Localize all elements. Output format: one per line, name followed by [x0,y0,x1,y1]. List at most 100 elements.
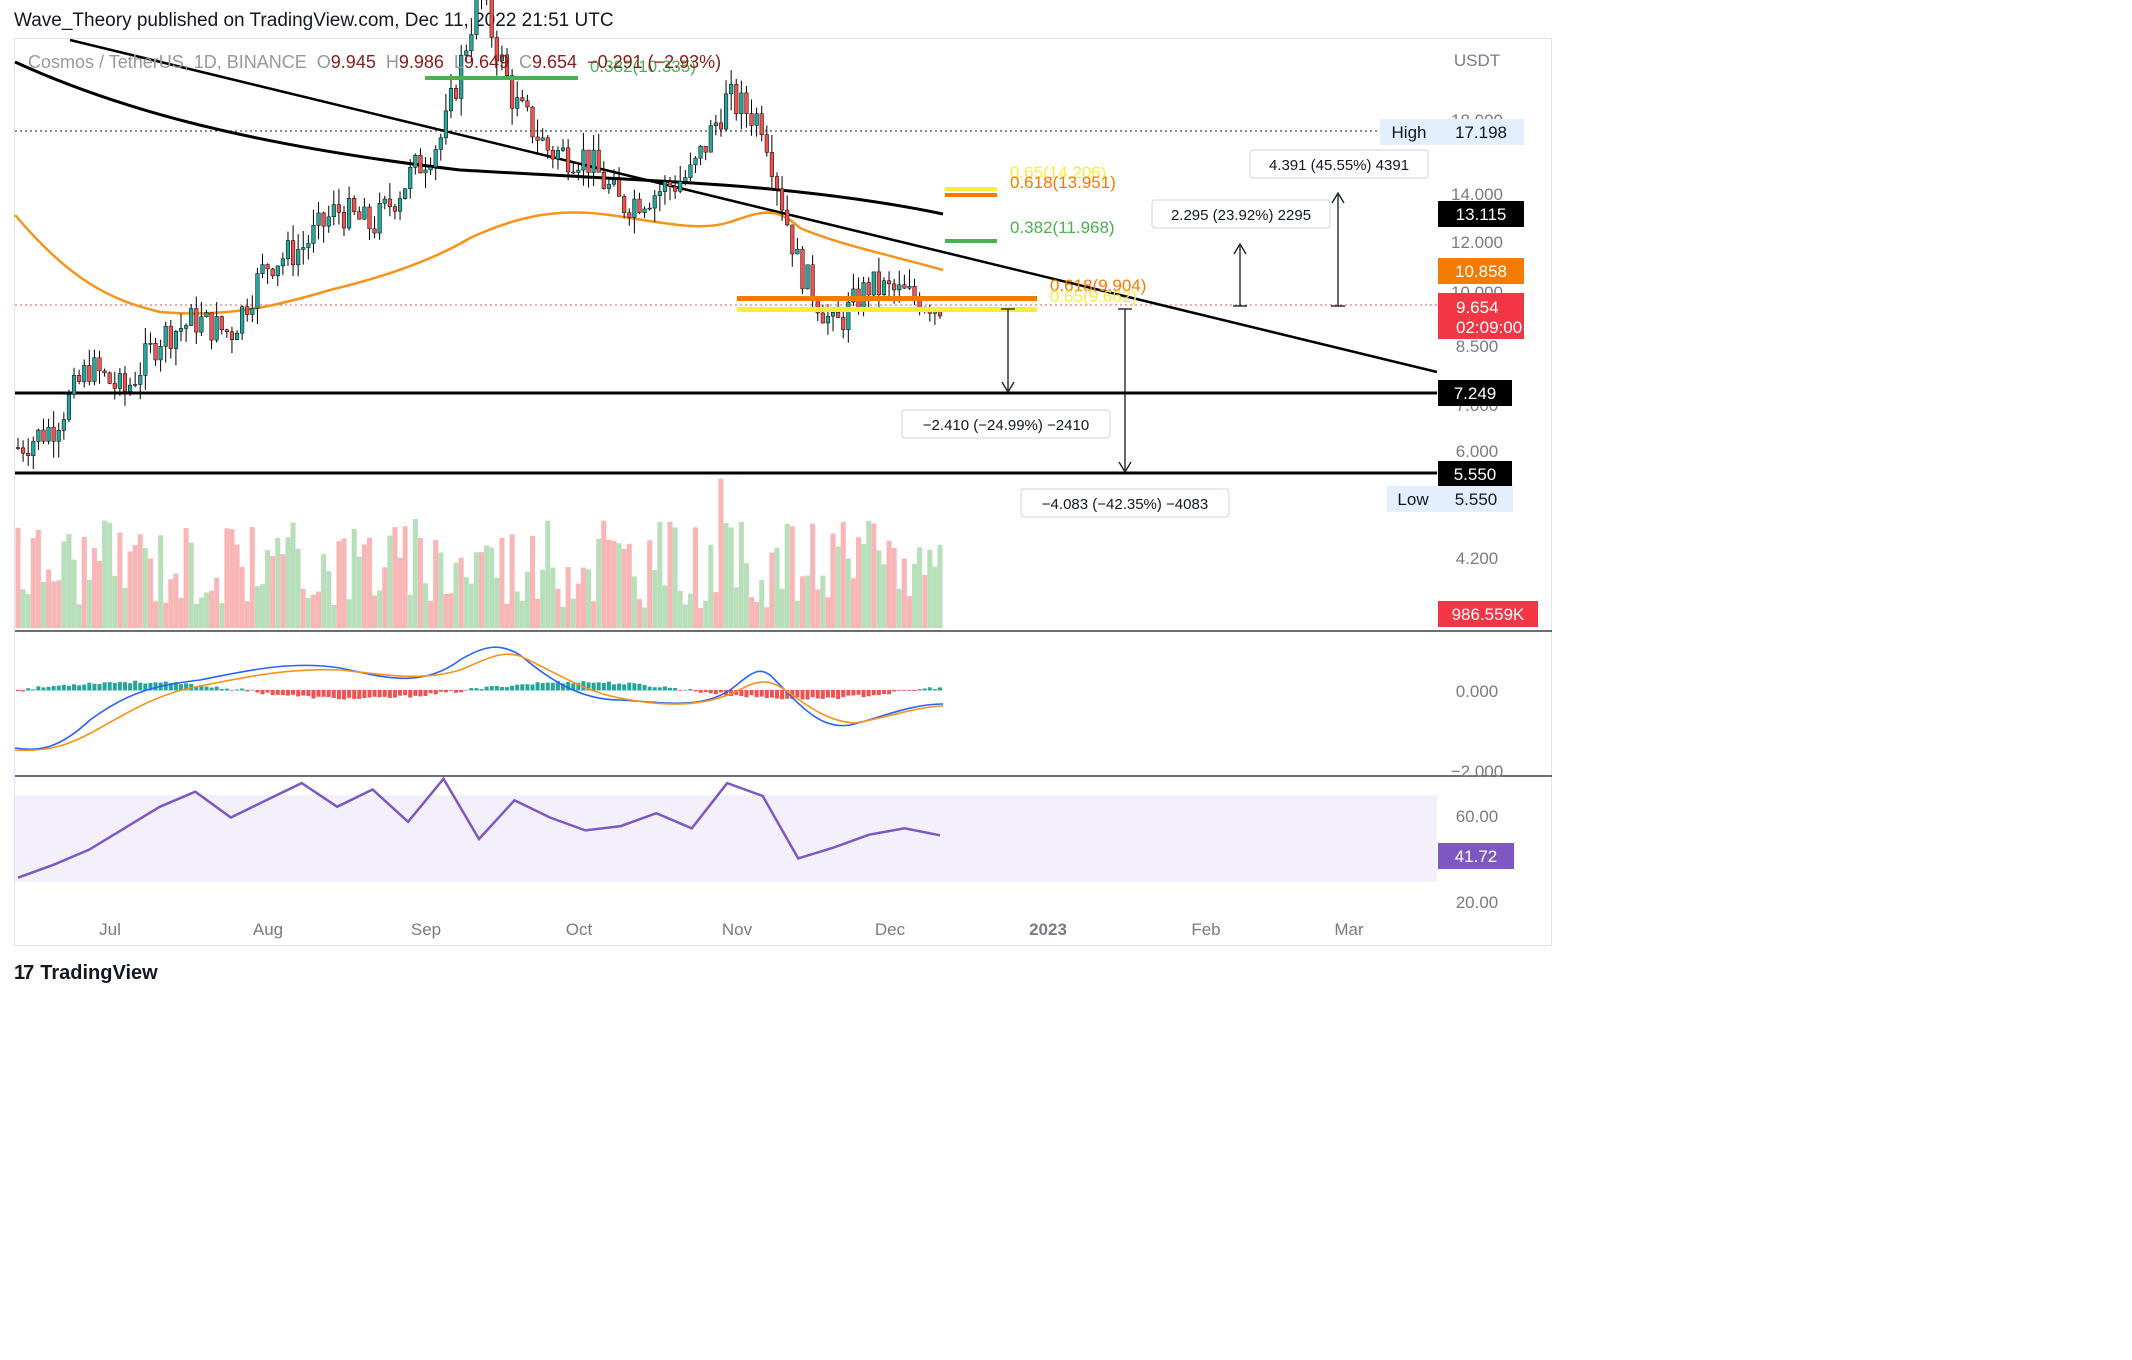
volume-bar [810,523,816,628]
macd-hist-bar [265,690,270,693]
volume-bar [366,537,372,628]
macd-hist-bar [800,690,805,700]
candle-body [703,145,708,153]
candle-body [454,88,459,99]
candle-body [15,447,21,449]
candle-body [224,329,229,333]
ema-value-box [1438,258,1524,284]
volume-bar [127,551,133,628]
volume-bar [473,552,479,628]
high-legend-value: 9.986 [398,52,444,72]
macd-hist-bar [398,690,403,696]
candle-body [902,284,907,289]
macd-hist-bar [520,684,525,691]
macd-hist-bar [581,681,586,691]
volume-bar [703,600,709,628]
tradingview-brand[interactable]: 17 TradingView [14,962,158,985]
candle-body [46,426,51,442]
measure-box-short-down [901,409,1111,439]
low-legend-value: 9.649 [463,52,509,72]
candle-body [657,191,662,196]
volume-bar [66,533,72,628]
volume-bar [407,594,413,628]
volume-bar [107,522,113,628]
macd-hist-bar [917,689,922,691]
macd-hist-bar [545,682,550,691]
volume-bar [25,594,31,628]
volume-bar [448,593,454,628]
measure-arrow-down-long-head [1118,461,1132,474]
candle-body [26,452,31,457]
candle-body [341,212,347,229]
volume-bar [158,535,164,628]
open-label: O [316,52,331,72]
macd-hist-bar [77,685,82,691]
countdown-value: 02:09:00 [1456,318,1522,337]
fib-lower-065-bar [737,307,1037,312]
last-price-box [1438,293,1524,339]
macd-hist-bar [255,690,260,693]
volume-bar [499,538,505,628]
macd-hist-bar [474,688,479,691]
volume-bar [652,570,658,628]
volume-bar [336,541,342,628]
level-13115-box [1438,201,1524,227]
macd-hist-bar [357,690,362,699]
candle-body [285,240,291,260]
volume-bar [682,604,688,628]
macd-hist-bar [601,682,606,691]
candle-body [810,264,815,301]
candle-body [117,373,122,389]
candle-body [759,113,764,135]
volume-bar [214,577,220,628]
ema-line [14,211,944,315]
candle-body [82,365,87,382]
macd-hist-bar [550,682,555,691]
candle-body [866,282,871,296]
volume-bar [891,547,897,628]
macd-hist-bar [673,688,678,691]
volume-bar [147,558,153,628]
macd-hist-bar [881,690,886,695]
measure-box-long-down [1020,488,1230,518]
macd-hist-bar [245,690,250,692]
volume-bar [901,558,907,628]
candle-body [637,198,642,213]
volume-bar [728,527,734,628]
candle-body [347,198,352,229]
volume-bar [443,593,449,628]
volume-bar [137,534,143,628]
candle-body [525,100,530,108]
candle-body [377,203,382,234]
volume-bar [591,601,597,628]
chart-canvas[interactable]: 0.65(14.206) 0.618(13.951) 0.382(11.968)… [0,0,1568,1003]
macd-hist-bar [326,690,331,697]
macd-hist-bar [617,683,622,691]
open-value: 9.945 [330,52,376,72]
macd-hist-bar [433,690,438,695]
macd-hist-bar [372,690,377,697]
volume-bar [290,522,296,628]
candle-body [489,0,494,38]
volume-bar [580,567,586,628]
macd-hist-bar [112,683,117,691]
candle-body [800,248,805,290]
macd-hist-bar [117,682,122,691]
macd-hist-bar [454,690,459,693]
candle-body [387,198,392,207]
volume-bar [392,527,398,628]
macd-hist-bar [764,690,769,699]
volume-series [15,478,943,628]
macd-hist-bar [377,690,382,698]
volume-bar [529,535,535,628]
macd-hist-bar [876,690,881,696]
candle-body [291,240,296,266]
measure-arrow-up-short-head [1233,242,1247,255]
macd-hist-bar [912,690,917,691]
support-5550-value: 5.550 [1454,465,1497,484]
candle-body [464,50,469,56]
macd-hist-bar [734,690,739,695]
macd-hist-bar [861,690,866,698]
candle-body [326,216,331,227]
candle-body [769,152,774,177]
